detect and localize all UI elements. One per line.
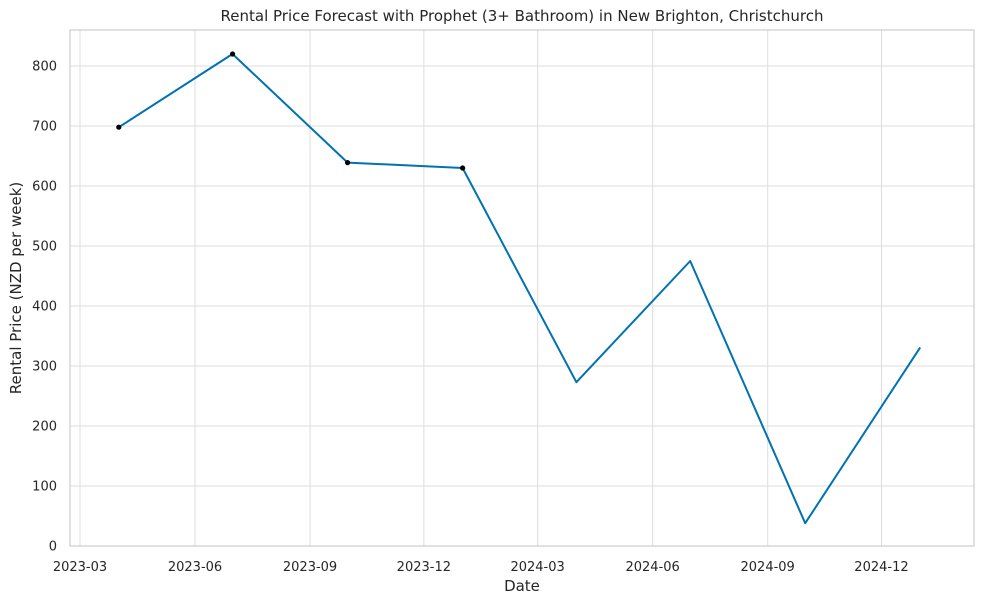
y-tick-label: 600 bbox=[32, 180, 57, 195]
x-tick-label: 2024-03 bbox=[510, 560, 564, 575]
forecast-line bbox=[118, 53, 922, 525]
x-axis-label: Date bbox=[504, 577, 540, 595]
observed-point bbox=[344, 160, 351, 166]
observed-point bbox=[116, 124, 122, 130]
observed-point bbox=[460, 165, 466, 171]
x-tick-label: 2023-06 bbox=[168, 560, 222, 575]
grid bbox=[70, 30, 974, 547]
y-tick-label: 200 bbox=[32, 420, 57, 435]
x-tick-label: 2023-03 bbox=[53, 560, 107, 575]
y-axis-label: Rental Price (NZD per week) bbox=[7, 182, 25, 394]
chart-title: Rental Price Forecast with Prophet (3+ B… bbox=[221, 7, 824, 25]
tick-labels: 0 100 200 300 400 500 600 700 800 2023-03 2023-06 2… bbox=[32, 60, 908, 576]
x-tick-label: 2023-09 bbox=[283, 560, 337, 575]
y-tick-label: 500 bbox=[32, 240, 57, 255]
plot-background bbox=[70, 30, 974, 546]
series-layer bbox=[116, 51, 922, 525]
y-tick-label: 700 bbox=[32, 120, 57, 135]
y-tick-label: 800 bbox=[32, 60, 57, 75]
x-tick-label: 2023-12 bbox=[397, 560, 451, 575]
x-tick-label: 2024-09 bbox=[741, 560, 795, 575]
y-tick-label: 100 bbox=[32, 480, 57, 495]
x-tick-label: 2024-12 bbox=[854, 560, 908, 575]
x-tick-label: 2024-06 bbox=[625, 560, 679, 575]
y-tick-label: 400 bbox=[32, 300, 57, 315]
plot-frame bbox=[69, 29, 975, 547]
observed-point bbox=[229, 51, 236, 57]
y-tick-label: 0 bbox=[49, 540, 57, 555]
y-tick-label: 300 bbox=[32, 360, 57, 375]
